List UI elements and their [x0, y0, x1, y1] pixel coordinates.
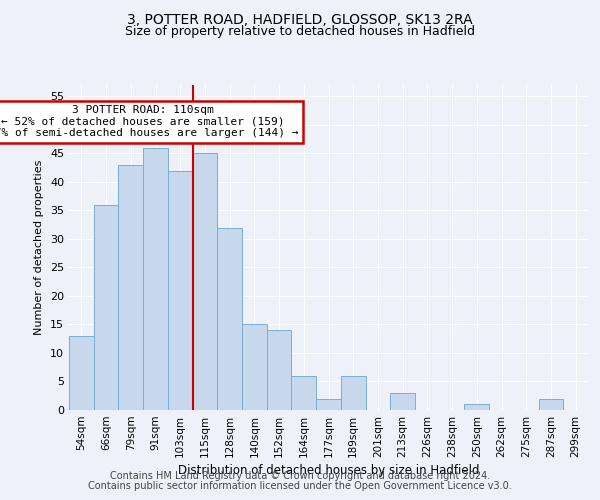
- Bar: [390, 393, 415, 410]
- Bar: [69, 336, 94, 410]
- Bar: [267, 330, 292, 410]
- Text: 3, POTTER ROAD, HADFIELD, GLOSSOP, SK13 2RA: 3, POTTER ROAD, HADFIELD, GLOSSOP, SK13 …: [127, 12, 473, 26]
- Bar: [292, 376, 316, 410]
- Bar: [217, 228, 242, 410]
- Bar: [316, 398, 341, 410]
- Bar: [94, 204, 118, 410]
- Bar: [341, 376, 365, 410]
- Bar: [143, 148, 168, 410]
- Text: Size of property relative to detached houses in Hadfield: Size of property relative to detached ho…: [125, 25, 475, 38]
- X-axis label: Distribution of detached houses by size in Hadfield: Distribution of detached houses by size …: [178, 464, 479, 477]
- Bar: [242, 324, 267, 410]
- Bar: [539, 398, 563, 410]
- Bar: [168, 170, 193, 410]
- Text: 3 POTTER ROAD: 110sqm
← 52% of detached houses are smaller (159)
47% of semi-det: 3 POTTER ROAD: 110sqm ← 52% of detached …: [0, 105, 298, 138]
- Bar: [118, 165, 143, 410]
- Y-axis label: Number of detached properties: Number of detached properties: [34, 160, 44, 335]
- Text: Contains HM Land Registry data © Crown copyright and database right 2024.: Contains HM Land Registry data © Crown c…: [110, 471, 490, 481]
- Text: Contains public sector information licensed under the Open Government Licence v3: Contains public sector information licen…: [88, 481, 512, 491]
- Bar: [464, 404, 489, 410]
- Bar: [193, 154, 217, 410]
